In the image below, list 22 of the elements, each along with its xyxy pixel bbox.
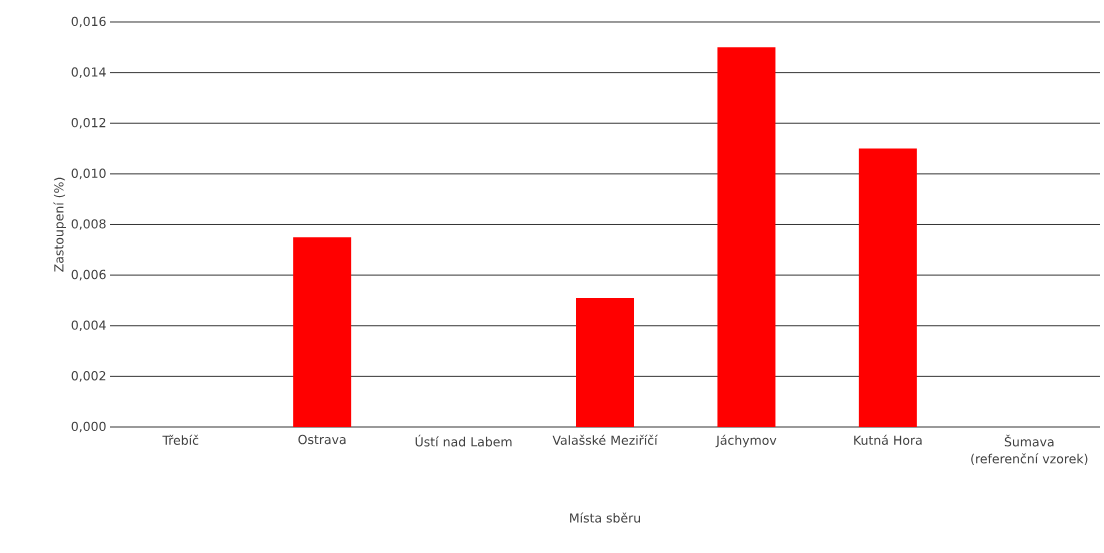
y-tick-label: 0,000: [71, 421, 106, 433]
bar: [576, 297, 634, 427]
y-tick-label: 0,002: [71, 371, 106, 382]
x-tick-label: Valašské Meziříčí: [552, 434, 658, 445]
x-tick-label: Ostrava: [298, 434, 346, 445]
bar: [293, 237, 352, 427]
y-tick-label: 0,004: [71, 320, 106, 332]
x-tick-label: Kutná Hora: [854, 434, 922, 445]
y-tick-label: 0,006: [71, 269, 106, 281]
y-axis-title: Zastoupení (%): [53, 177, 66, 272]
bar: [858, 148, 917, 427]
x-tick-label: Šumava (referenční vzorek): [971, 434, 1088, 465]
x-tick-label: Jáchymov: [715, 434, 777, 448]
y-tick-label: 0,014: [71, 67, 106, 78]
y-tick-label: 0,010: [71, 168, 106, 180]
y-tick-label: 0,008: [71, 219, 106, 230]
bar: [717, 47, 776, 427]
y-tick-label: 0,012: [71, 117, 106, 129]
x-axis-title: Místa sběru: [570, 512, 640, 523]
x-tick-label: Ústí nad Labem: [415, 434, 512, 447]
y-tick-label: 0,016: [71, 16, 106, 28]
x-tick-label: Třebíč: [162, 434, 199, 445]
